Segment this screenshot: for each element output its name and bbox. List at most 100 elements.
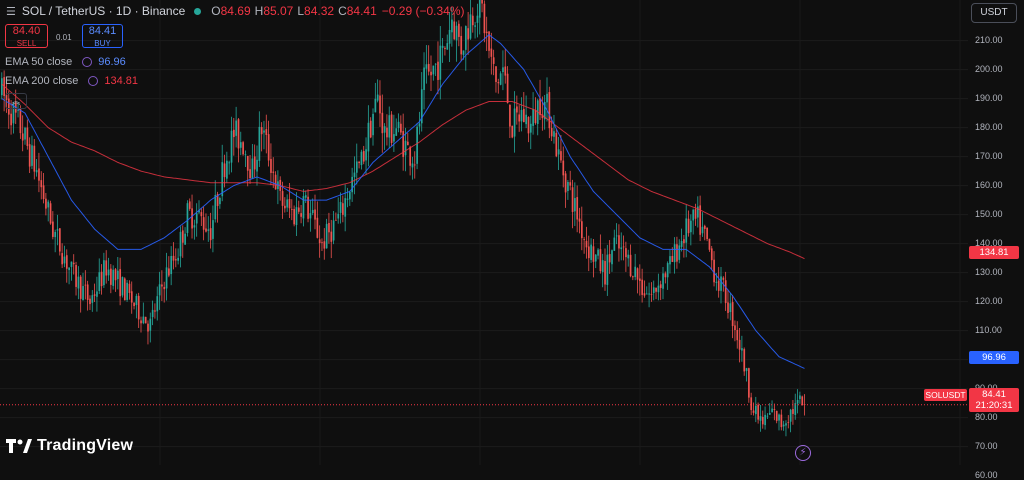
candle-body (734, 325, 736, 331)
candle-body (400, 123, 402, 133)
candle-body (481, 0, 483, 4)
close-key: C (338, 4, 347, 18)
candle-body (655, 287, 657, 292)
candle-body (703, 225, 706, 229)
candle-body (374, 98, 377, 113)
candle-body (33, 145, 36, 172)
candle-body (325, 223, 328, 249)
indicator-ema200[interactable]: EMA 200 close 134.81 (5, 73, 138, 88)
candle-body (673, 244, 676, 263)
currency-button[interactable]: USDT (971, 3, 1017, 23)
candle-body (453, 21, 456, 40)
candle-body (504, 66, 507, 76)
chart-area[interactable] (0, 0, 1024, 465)
indicator-ema50[interactable]: EMA 50 close 96.96 (5, 54, 126, 69)
candle-body (52, 221, 54, 237)
ema200-price-label: 134.81 (969, 246, 1019, 259)
candle-body (652, 287, 655, 293)
price-tick-label: 110.00 (975, 324, 1002, 335)
price-tick-label: 90.00 (975, 383, 998, 393)
candle-body (369, 120, 372, 138)
candle-body (1, 78, 3, 96)
candle-body (309, 213, 312, 219)
candle-body (708, 238, 711, 250)
candle-body (121, 277, 124, 296)
candle-body (701, 226, 704, 234)
candle-body (641, 279, 644, 295)
indicator-name: EMA 200 close (5, 74, 79, 87)
candle-body (411, 163, 414, 168)
candle-body (302, 196, 305, 219)
candle-body (567, 182, 569, 191)
indicator-value: 96.96 (98, 55, 126, 68)
hamburger-icon[interactable]: ☰ (6, 5, 16, 18)
candle-body (172, 255, 175, 261)
buy-button[interactable]: 84.41 BUY (82, 24, 123, 48)
candle-body (246, 155, 249, 171)
candle-body (543, 101, 546, 120)
candle-body (553, 131, 555, 137)
candle-body (541, 114, 544, 119)
candle-body (446, 43, 449, 50)
candle-body (597, 249, 599, 256)
candle-body (465, 26, 467, 50)
candle-body (165, 267, 168, 289)
candle-body (28, 144, 31, 167)
last-price-label: 84.41 21:20:31 (969, 388, 1019, 412)
candle-body (386, 127, 388, 138)
candle-body (618, 235, 620, 249)
candle-body (158, 284, 161, 296)
price-tick-label: 180.00 (975, 121, 1003, 132)
candle-body (671, 256, 674, 262)
candle-body (170, 255, 173, 275)
candle-body (212, 220, 214, 239)
candle-body (722, 277, 725, 280)
candle-body (407, 141, 409, 146)
price-tick-label: 120.00 (975, 295, 1003, 306)
candle-body (532, 109, 534, 126)
candle-body (137, 295, 140, 320)
candle-body (527, 116, 530, 134)
candle-body (214, 195, 217, 220)
candle-body (239, 142, 242, 148)
candle-body (409, 146, 412, 166)
candle-body (31, 145, 33, 166)
candle-body (17, 109, 19, 111)
candle-body (778, 414, 780, 421)
symbol-title[interactable]: SOL / TetherUS · 1D · Binance (21, 4, 186, 18)
candle-body (785, 423, 787, 426)
sell-button[interactable]: 84.40 SELL (5, 24, 48, 48)
candle-body (184, 233, 186, 245)
candle-body (284, 205, 286, 209)
candle-body (337, 213, 340, 219)
candle-body (720, 276, 722, 291)
candle-body (780, 414, 783, 428)
sell-price: 84.40 (12, 25, 41, 37)
candle-body (91, 295, 94, 303)
collapse-indicators-button[interactable]: ︽ (5, 93, 27, 109)
high-key: H (254, 4, 264, 18)
candle-body (761, 416, 764, 425)
candle-body (226, 160, 228, 179)
candle-body (195, 213, 198, 224)
candle-body (458, 23, 460, 37)
candle-body (497, 82, 500, 84)
candle-body (107, 269, 110, 276)
candle-body (390, 114, 393, 143)
lightning-icon[interactable]: ⚡ (795, 445, 811, 461)
candle-body (413, 164, 416, 166)
candle-body (585, 240, 588, 248)
candle-body (49, 203, 52, 224)
tradingview-logo-icon (6, 439, 32, 453)
candle-body (506, 73, 509, 103)
candle-body (175, 259, 177, 261)
candle-body (98, 272, 101, 291)
price-tick-label: 170.00 (975, 150, 1003, 161)
candle-body (427, 63, 430, 72)
candle-body (550, 128, 553, 137)
candle-body (126, 282, 128, 300)
loading-icon (82, 56, 93, 67)
candle-body (367, 122, 370, 152)
candle-body (518, 114, 521, 122)
open-key: O (211, 4, 221, 18)
